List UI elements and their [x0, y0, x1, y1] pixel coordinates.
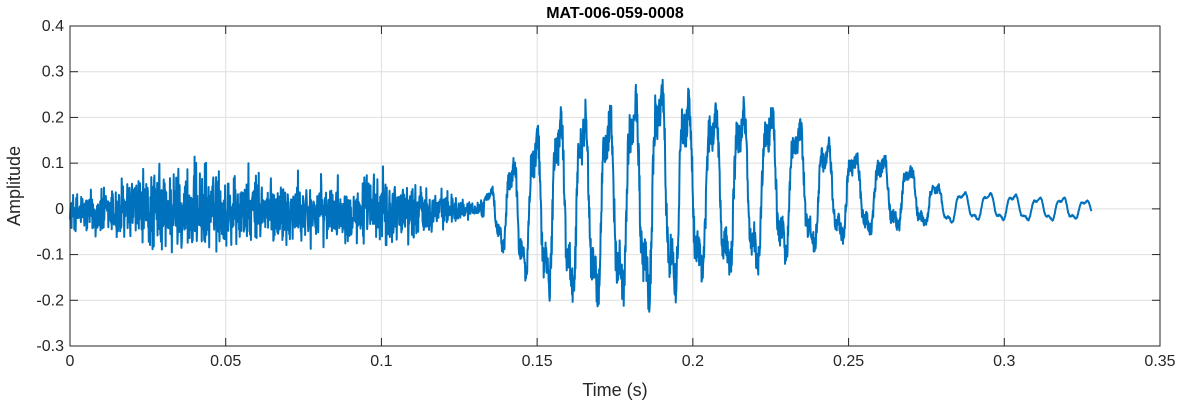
y-tick-label: 0 — [55, 201, 64, 218]
x-axis-tick-labels: 0 0.05 0.1 0.15 0.2 0.25 0.3 0.35 — [66, 353, 1176, 370]
y-axis-tick-labels: -0.3 -0.2 -0.1 0 0.1 0.2 0.3 0.4 — [36, 18, 64, 355]
x-axis-label: Time (s) — [582, 380, 647, 400]
y-tick-label: -0.2 — [36, 292, 64, 309]
x-tick-label: 0.35 — [1144, 353, 1175, 370]
y-tick-label: 0.1 — [42, 155, 64, 172]
x-tick-label: 0.15 — [522, 353, 553, 370]
x-tick-label: 0.3 — [993, 353, 1015, 370]
y-tick-label: -0.1 — [36, 247, 64, 264]
plot-area — [70, 26, 1160, 346]
x-tick-label: 0 — [66, 353, 75, 370]
y-axis-label: Amplitude — [4, 146, 24, 226]
y-tick-label: 0.3 — [42, 64, 64, 81]
x-tick-label: 0.1 — [370, 353, 392, 370]
chart-title: MAT-006-059-0008 — [546, 5, 684, 22]
x-tick-label: 0.25 — [833, 353, 864, 370]
y-tick-label: 0.2 — [42, 109, 64, 126]
y-tick-label: -0.3 — [36, 338, 64, 355]
x-tick-label: 0.05 — [210, 353, 241, 370]
y-tick-label: 0.4 — [42, 18, 64, 35]
waveform-series-line — [69, 78, 1093, 313]
x-tick-label: 0.2 — [682, 353, 704, 370]
axes-box — [69, 25, 1161, 347]
